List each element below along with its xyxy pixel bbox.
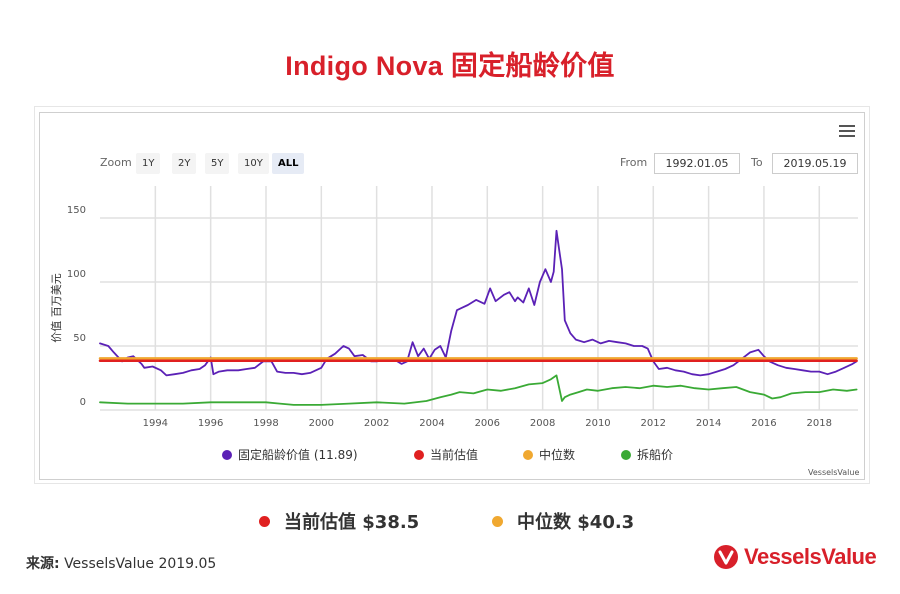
legend-marker-orange [523,450,533,460]
chart-title: Indigo Nova 固定船龄价值 [285,51,615,81]
legend-item-scrap-value[interactable]: 拆船价 [621,446,673,463]
legend-label: 拆船价 [637,448,674,462]
x-tick-label: 2000 [309,418,334,429]
y-tick-label: 100 [67,269,86,280]
legend-label: 当前估值 [430,448,479,462]
x-tick-label: 1998 [253,418,278,429]
legend-label: 固定船龄价值 (11.89) [238,448,358,462]
logo-text: VesselsValue [744,544,877,569]
x-tick-label: 2004 [419,418,444,429]
y-tick-label: 0 [80,397,86,408]
zoom-all-button[interactable]: ALL [272,153,305,174]
y-axis-label: 价值 百万美元 [50,273,63,343]
y-tick-label: 50 [73,333,86,344]
x-tick-label: 1996 [198,418,223,429]
x-tick-label: 2002 [364,418,389,429]
legend-marker-red [414,450,424,460]
series-line-3 [99,374,858,406]
chart-credit: VesselsValue [808,468,860,477]
legend-marker-purple [222,450,232,460]
zoom-5y-button[interactable]: 5Y [205,153,230,174]
zoom-2y-button[interactable]: 2Y [172,153,197,174]
summary-dot-red [259,516,270,527]
x-tick-label: 2018 [807,418,832,429]
legend-item-median[interactable]: 中位数 [523,446,575,463]
x-tick-label: 2016 [751,418,776,429]
x-tick-label: 2006 [475,418,500,429]
hamburger-menu-icon[interactable] [839,125,855,139]
x-tick-label: 2012 [641,418,666,429]
y-tick-label: 150 [67,205,86,216]
series-line-0 [99,229,858,377]
source-prefix: 来源: [26,556,60,572]
to-label: To [751,156,763,169]
summary-median-text: 中位数 $40.3 [517,512,635,533]
x-tick-label: 2010 [585,418,610,429]
from-date-input[interactable]: 1992.01.05 [654,153,740,174]
from-label: From [620,156,648,169]
zoom-label: Zoom [100,156,132,169]
vesselsvalue-logo-icon [714,545,738,569]
x-tick-label: 2014 [696,418,721,429]
to-date-input[interactable]: 2019.05.19 [772,153,858,174]
x-tick-label: 1994 [143,418,168,429]
source-text: VesselsValue 2019.05 [64,556,217,572]
summary-current-value: 当前估值 $38.5 [259,508,419,534]
summary-current-text: 当前估值 $38.5 [284,512,420,533]
legend-item-current-value[interactable]: 当前估值 [414,446,478,463]
zoom-10y-button[interactable]: 10Y [238,153,269,174]
source-note: 来源: VesselsValue 2019.05 [26,553,216,573]
legend-item-fixed-age-value[interactable]: 固定船龄价值 (11.89) [222,446,358,463]
legend-marker-green [621,450,631,460]
vesselsvalue-logo: VesselsValue [713,544,877,570]
legend-label: 中位数 [539,448,576,462]
x-tick-label: 2008 [530,418,555,429]
summary-dot-orange [492,516,503,527]
zoom-1y-button[interactable]: 1Y [136,153,161,174]
summary-median-value: 中位数 $40.3 [492,508,634,534]
chart-outer-frame [34,106,870,484]
